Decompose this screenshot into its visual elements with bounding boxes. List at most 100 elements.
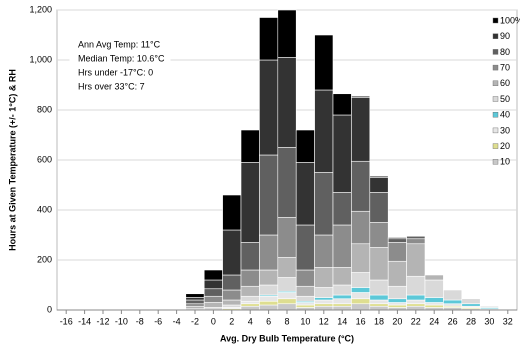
bar-segment bbox=[314, 89, 334, 173]
annotation: Hrs under -17°C: 0 bbox=[78, 67, 153, 77]
legend-swatch bbox=[492, 127, 499, 134]
bar-segment bbox=[369, 305, 389, 311]
bar-segment bbox=[203, 288, 223, 297]
legend-label: 40 bbox=[500, 110, 510, 120]
bar-segment bbox=[203, 269, 223, 281]
bar-segment bbox=[332, 303, 352, 307]
bar-segment bbox=[295, 285, 315, 297]
legend-label: 60 bbox=[500, 78, 510, 88]
bar-segment bbox=[314, 305, 334, 311]
x-tick-label: 2 bbox=[229, 316, 234, 326]
legend-swatch bbox=[492, 17, 499, 24]
bar-segment bbox=[277, 303, 297, 311]
bar-segment bbox=[351, 210, 371, 245]
x-tick-label: -12 bbox=[96, 316, 109, 326]
bar-segment bbox=[351, 287, 371, 293]
bar-segment bbox=[240, 129, 260, 163]
legend-label: 70 bbox=[500, 62, 510, 72]
y-tick-label: 400 bbox=[37, 204, 52, 214]
bar-segment bbox=[369, 303, 389, 307]
bar-segment bbox=[277, 217, 297, 258]
bar-segment bbox=[351, 303, 371, 311]
x-tick-label: -4 bbox=[173, 316, 181, 326]
bar-segment bbox=[222, 289, 242, 301]
bar-segment bbox=[277, 147, 297, 218]
bar-segment bbox=[332, 114, 352, 193]
bar-segment bbox=[351, 95, 371, 98]
y-tick-label: 600 bbox=[37, 154, 52, 164]
x-tick-label: 30 bbox=[484, 316, 494, 326]
bar-segment bbox=[332, 267, 352, 286]
y-axis-title: Hours at Given Temperature (+/- 1°C) & R… bbox=[7, 69, 17, 251]
bar-segment bbox=[240, 300, 260, 305]
x-tick-label: 12 bbox=[319, 316, 329, 326]
bar-segment bbox=[387, 237, 407, 240]
x-tick-label: 28 bbox=[466, 316, 476, 326]
bar-segment bbox=[332, 305, 352, 311]
bar-segment bbox=[185, 305, 205, 310]
bar-segment bbox=[314, 172, 334, 236]
x-tick-label: -8 bbox=[136, 316, 144, 326]
bar-segment bbox=[277, 257, 297, 278]
bar-segment bbox=[369, 222, 389, 248]
bar-segment bbox=[332, 93, 352, 116]
bar-segment bbox=[369, 299, 389, 305]
legend-swatch bbox=[492, 111, 499, 118]
bar-segment bbox=[185, 303, 205, 307]
bar-segment bbox=[387, 285, 407, 300]
bar-segment bbox=[277, 292, 297, 300]
legend-label: 30 bbox=[500, 125, 510, 135]
bar-segment bbox=[240, 305, 260, 311]
bar-segment bbox=[314, 287, 334, 298]
bar-segment bbox=[332, 192, 352, 226]
bar-segment bbox=[461, 303, 481, 307]
legend-swatch bbox=[492, 143, 499, 149]
y-tick-label: 200 bbox=[37, 254, 52, 264]
x-tick-label: 6 bbox=[266, 316, 271, 326]
bar-segment bbox=[185, 299, 205, 305]
bar-segment bbox=[406, 299, 426, 305]
bar-segment bbox=[203, 295, 223, 303]
y-tick-label: 800 bbox=[37, 104, 52, 114]
bar-segment bbox=[351, 160, 371, 212]
bar-segment bbox=[295, 304, 315, 308]
bar-segment bbox=[259, 269, 279, 286]
bar-segment bbox=[277, 57, 297, 148]
bar-segment bbox=[259, 59, 279, 156]
bar-segment bbox=[406, 303, 426, 307]
bar-segment bbox=[240, 162, 260, 243]
bar-segment bbox=[387, 260, 407, 287]
legend-label: 80 bbox=[500, 47, 510, 57]
x-tick-label: 24 bbox=[429, 316, 439, 326]
legend-swatch bbox=[492, 64, 499, 71]
bar-segment bbox=[424, 274, 444, 281]
x-tick-label: 22 bbox=[411, 316, 421, 326]
bar-segment bbox=[259, 234, 279, 271]
annotation: Median Temp: 10.6°C bbox=[78, 53, 165, 63]
y-tick-label: 1,200 bbox=[29, 4, 52, 14]
bar-segment bbox=[277, 9, 297, 58]
bar-segment bbox=[406, 305, 426, 311]
legend-label: 20 bbox=[500, 141, 510, 151]
bar-segment bbox=[461, 298, 481, 305]
bar-segment bbox=[406, 294, 426, 301]
x-tick-label: -16 bbox=[60, 316, 73, 326]
bar-segment bbox=[314, 34, 334, 91]
bar-segment bbox=[240, 295, 260, 302]
bar-segment bbox=[295, 129, 315, 163]
bar-segment bbox=[369, 177, 389, 193]
bar-segment bbox=[314, 267, 334, 288]
bar-segment bbox=[351, 97, 371, 162]
x-tick-label: 26 bbox=[448, 316, 458, 326]
bar-segment bbox=[222, 229, 242, 276]
bar-segment bbox=[332, 294, 352, 300]
legend-label: 90 bbox=[500, 31, 510, 41]
x-tick-label: 16 bbox=[356, 316, 366, 326]
bar-segment bbox=[295, 224, 315, 271]
bar-segment bbox=[259, 295, 279, 302]
bar-segment bbox=[406, 275, 426, 296]
bar-segment bbox=[424, 279, 444, 298]
bar-segment bbox=[332, 284, 352, 296]
bar-segment bbox=[369, 247, 389, 281]
bar-segment bbox=[351, 292, 371, 300]
